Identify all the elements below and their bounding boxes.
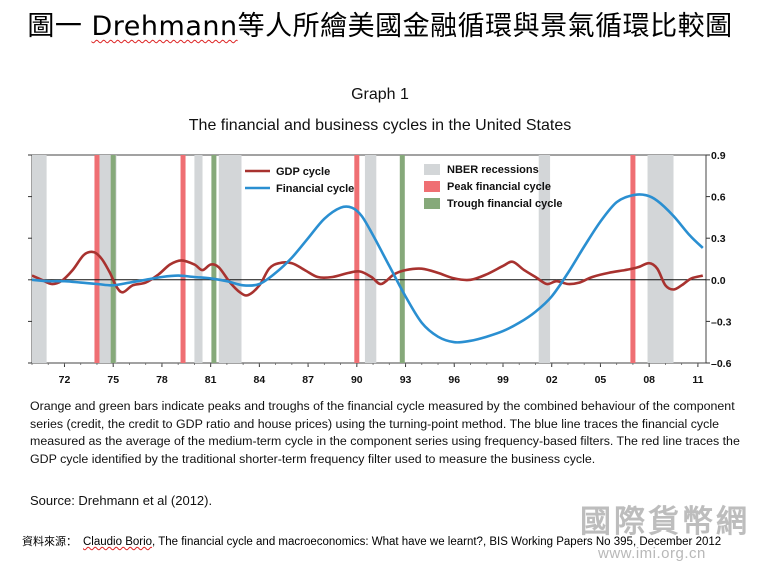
x-tick-label: 93	[400, 374, 412, 385]
y-tick-label: 0.6	[711, 192, 726, 204]
title-rest: 等人所繪美國金融循環與景氣循環比較圖	[237, 11, 733, 42]
legend-swatch-band	[424, 181, 440, 192]
x-tick-label: 84	[254, 374, 266, 385]
x-tick-label: 05	[595, 374, 607, 385]
axes-layer: 0.9 0.6 0.3 0.0 –0.3 –0.6 72 75 78 81 84 87 90 93 96 99…	[28, 150, 732, 385]
nber-recession-band	[194, 155, 203, 363]
slide-title: 圖一 Drehmann等人所繪美國金融循環與景氣循環比較圖	[0, 4, 760, 43]
financial-cycleline	[31, 193, 704, 344]
x-tick-label: 90	[351, 374, 363, 385]
x-tick-label: 87	[302, 374, 314, 385]
legend-band-label: Trough financial cycle	[447, 198, 563, 210]
x-tick-label: 72	[59, 374, 71, 385]
chart-legend: GDP cycle Financial cycle NBER recessions P…	[245, 164, 563, 210]
legend-swatch-band	[424, 198, 440, 209]
watermark-logo: 國際貨幣網	[580, 504, 750, 540]
legend-series-label: Financial cycle	[276, 183, 354, 195]
peak-financial-cycle-bar	[94, 155, 100, 363]
legend-swatch-band	[424, 164, 440, 175]
x-tick-label: 75	[107, 374, 119, 385]
x-tick-label: 81	[205, 374, 217, 385]
legend-band-label: NBER recessions	[447, 164, 539, 176]
reference-text: , The financial cycle and macroeconomics…	[152, 536, 722, 548]
series-layer	[31, 193, 704, 344]
reference-author: Claudio Borio	[83, 536, 153, 548]
bands-layer	[31, 154, 707, 364]
trough-financial-cycle-bar	[211, 155, 217, 363]
chart-source: Source: Drehmann et al (2012).	[30, 493, 213, 508]
title-name: Drehmann	[91, 11, 238, 42]
watermark-url: www.imi.org.cn	[598, 545, 706, 562]
title-prefix: 圖一	[27, 11, 92, 42]
legend-series-label: GDP cycle	[276, 166, 330, 178]
trough-financial-cycle-bar	[110, 155, 116, 363]
y-tick-label: –0.3	[711, 316, 732, 328]
nber-recession-band	[364, 155, 377, 363]
x-tick-label: 78	[156, 374, 168, 385]
nber-recession-band	[218, 155, 242, 363]
y-tick-label: –0.6	[711, 358, 732, 370]
reference-line: 資料來源： Claudio Borio, The financial cycle …	[22, 533, 721, 549]
gdp-cycleline	[31, 250, 704, 297]
nber-recession-band	[647, 155, 674, 363]
graph-label: Graph 1	[351, 86, 409, 103]
x-tick-label: 99	[497, 374, 509, 385]
x-tick-label: 02	[546, 374, 558, 385]
nber-recession-band	[32, 155, 47, 363]
y-tick-label: 0.3	[711, 233, 726, 245]
peak-financial-cycle-bar	[180, 155, 186, 363]
peak-financial-cycle-bar	[354, 155, 360, 363]
x-tick-label: 96	[448, 374, 460, 385]
y-tick-label: 0.0	[711, 275, 726, 287]
reference-label: 資料來源：	[22, 535, 77, 548]
financial-business-cycle-chart: 0.9 0.6 0.3 0.0 –0.3 –0.6 72 75 78 81 84 87 90 93 96 99…	[28, 150, 732, 385]
x-tick-label: 11	[692, 374, 703, 385]
y-tick-label: 0.9	[711, 150, 726, 162]
x-tick-label: 08	[643, 374, 655, 385]
nber-recession-band	[538, 155, 551, 363]
chart-title: The financial and business cycles in the…	[188, 117, 572, 134]
trough-financial-cycle-bar	[399, 155, 405, 363]
legend-band-label: Peak financial cycle	[447, 181, 551, 193]
chart-note: Orange and green bars indicate peaks and…	[30, 399, 740, 466]
peak-financial-cycle-bar	[630, 155, 636, 363]
